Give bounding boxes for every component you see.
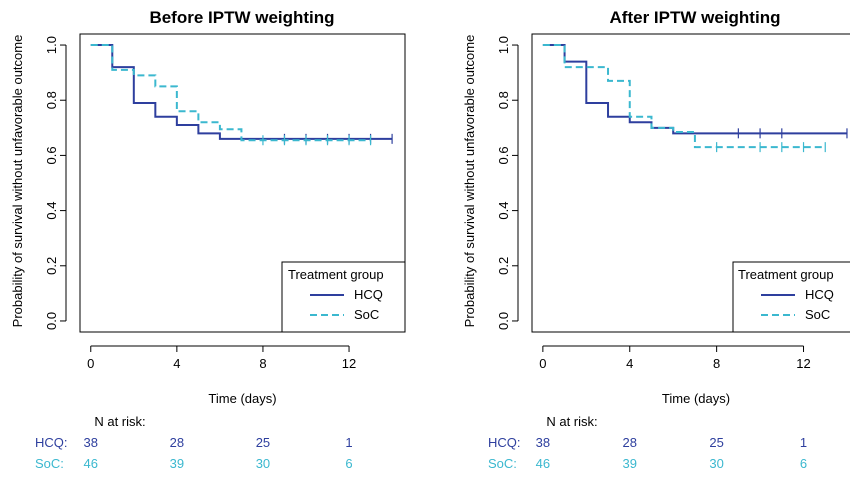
y-tick-label: 1.0: [496, 36, 511, 54]
x-tick-label: 4: [626, 356, 633, 371]
x-tick-label: 0: [87, 356, 94, 371]
legend-title: Treatment group: [288, 267, 384, 282]
x-axis-label: Time (days): [208, 391, 276, 406]
risk-count: 39: [623, 456, 637, 471]
y-axis-label: Probability of survival without unfavora…: [10, 35, 25, 328]
y-tick-label: 0.4: [496, 202, 511, 220]
legend-label-hcq: HCQ: [354, 287, 383, 302]
risk-count: 38: [84, 435, 98, 450]
plot-frame: [79, 33, 406, 333]
legend-label-soc: SoC: [354, 307, 379, 322]
risk-count: 38: [536, 435, 550, 450]
chart-title: Before IPTW weighting: [149, 8, 334, 27]
x-tick-label: 8: [259, 356, 266, 371]
risk-row-label: HCQ:: [35, 435, 68, 450]
y-tick-label: 0.2: [44, 257, 59, 275]
y-tick-label: 0.6: [44, 146, 59, 164]
risk-count: 25: [256, 435, 270, 450]
legend-label-soc: SoC: [805, 307, 830, 322]
km-curve-hcq: [90, 44, 393, 140]
risk-count: 1: [345, 435, 352, 450]
y-tick-label: 0.4: [44, 202, 59, 220]
risk-count: 46: [536, 456, 550, 471]
risk-count: 30: [256, 456, 270, 471]
y-tick-label: 0.0: [44, 312, 59, 330]
y-tick-label: 0.8: [496, 91, 511, 109]
risk-count: 46: [84, 456, 98, 471]
risk-count: 6: [800, 456, 807, 471]
risk-count: 25: [709, 435, 723, 450]
chart-title: After IPTW weighting: [610, 8, 781, 27]
risk-count: 1: [800, 435, 807, 450]
y-tick-label: 0.8: [44, 91, 59, 109]
risk-count: 30: [709, 456, 723, 471]
y-axis-label: Probability of survival without unfavora…: [462, 35, 477, 328]
risk-table-heading: N at risk:: [94, 414, 145, 429]
x-tick-label: 12: [796, 356, 810, 371]
y-tick-label: 0.6: [496, 146, 511, 164]
legend-box: [732, 261, 850, 333]
y-tick-label: 1.0: [44, 36, 59, 54]
y-tick-label: 0.2: [496, 257, 511, 275]
risk-row-label: HCQ:: [488, 435, 521, 450]
plot-frame: [531, 33, 850, 333]
risk-count: 39: [170, 456, 184, 471]
chart-panel-1: Before IPTW weighting 0 4 8 12 Time (days) 0.0…: [10, 8, 406, 471]
legend-box: [281, 261, 406, 333]
risk-count: 28: [170, 435, 184, 450]
legend-label-hcq: HCQ: [805, 287, 834, 302]
x-tick-label: 12: [342, 356, 356, 371]
risk-row-label: SoC:: [35, 456, 64, 471]
y-tick-label: 0.0: [496, 312, 511, 330]
risk-table-heading: N at risk:: [546, 414, 597, 429]
km-curve-hcq: [542, 44, 847, 135]
risk-count: 28: [623, 435, 637, 450]
x-tick-label: 0: [539, 356, 546, 371]
x-tick-label: 4: [173, 356, 180, 371]
risk-count: 6: [345, 456, 352, 471]
risk-row-label: SoC:: [488, 456, 517, 471]
x-tick-label: 8: [713, 356, 720, 371]
km-curve-soc: [90, 44, 371, 142]
km-curve-soc: [542, 44, 826, 149]
x-axis-label: Time (days): [662, 391, 730, 406]
chart-panel-2: After IPTW weighting 0 4 8 12 Time (days) 0.0 0…: [462, 8, 850, 471]
legend-title: Treatment group: [738, 267, 834, 282]
